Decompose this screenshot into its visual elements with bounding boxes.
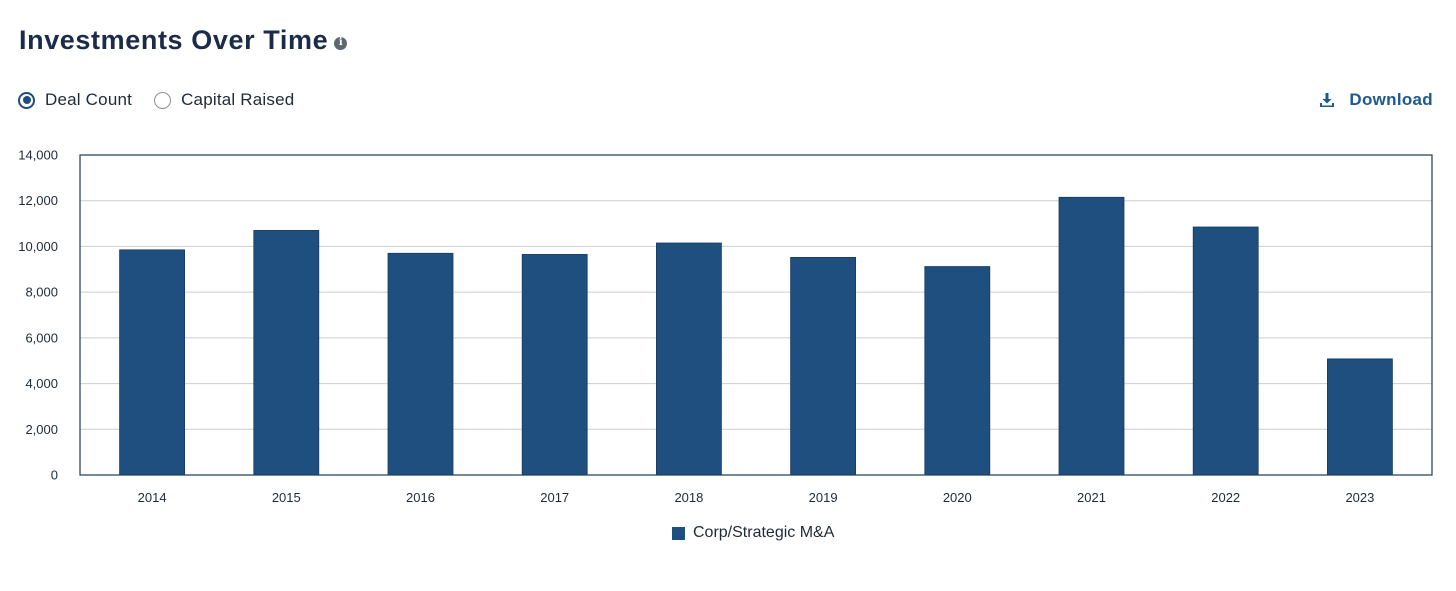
y-tick-label: 8,000 — [25, 285, 58, 300]
radio-capital-raised[interactable]: Capital Raised — [154, 90, 294, 110]
radio-deal-count-circle[interactable] — [18, 91, 35, 109]
download-label[interactable]: Download — [1349, 90, 1433, 109]
legend-swatch — [672, 526, 685, 540]
bar-2017 — [521, 254, 588, 476]
bar-2020 — [924, 266, 991, 476]
bar-2019 — [790, 257, 856, 476]
download-button[interactable]: Download — [1319, 90, 1433, 110]
y-tick-label: 14,000 — [18, 148, 58, 163]
bar-2018 — [656, 242, 722, 476]
radio-deal-count-label[interactable]: Deal Count — [45, 90, 133, 109]
title-row: Investments Over Time i — [19, 20, 348, 60]
page-title: Investments Over Time — [19, 24, 329, 55]
radio-deal-count[interactable]: Deal Count — [18, 90, 132, 110]
y-tick-label: 6,000 — [25, 330, 58, 345]
legend-label: Corp/Strategic M&A — [693, 524, 835, 541]
download-icon — [1320, 93, 1335, 107]
x-tick-label: 2020 — [943, 490, 972, 505]
x-tick-label: 2015 — [272, 490, 301, 505]
x-tick-label: 2016 — [406, 490, 435, 505]
y-tick-label: 0 — [51, 468, 58, 483]
x-tick-label: 2022 — [1211, 490, 1240, 505]
x-tick-label: 2021 — [1077, 490, 1106, 505]
y-tick-label: 12,000 — [18, 193, 58, 208]
bar-2014 — [119, 249, 185, 476]
y-tick-label: 4,000 — [25, 376, 58, 391]
radio-capital-raised-circle[interactable] — [154, 91, 172, 109]
metric-toggle: Deal Count Capital Raised — [18, 90, 316, 110]
bar-2016 — [387, 252, 454, 476]
x-tick-label: 2019 — [809, 490, 838, 505]
bar-2015 — [253, 230, 320, 476]
bar-2023 — [1327, 358, 1393, 476]
bar-2021 — [1058, 196, 1125, 476]
info-icon[interactable]: i — [334, 36, 348, 50]
chart-legend: Corp/Strategic M&A — [672, 524, 834, 542]
bar-2022 — [1192, 226, 1259, 476]
y-tick-label: 2,000 — [25, 422, 58, 437]
bar-chart: 0 2,000 4,000 6,000 8,000 10,000 12,000 14,000 2… — [18, 148, 1433, 505]
plot-frame — [79, 154, 1433, 476]
x-tick-label: 2023 — [1345, 490, 1374, 505]
y-tick-label: 10,000 — [18, 239, 58, 254]
x-tick-label: 2017 — [540, 490, 569, 505]
x-tick-label: 2014 — [138, 490, 167, 505]
radio-capital-raised-label[interactable]: Capital Raised — [181, 90, 295, 109]
x-tick-label: 2018 — [674, 490, 703, 505]
